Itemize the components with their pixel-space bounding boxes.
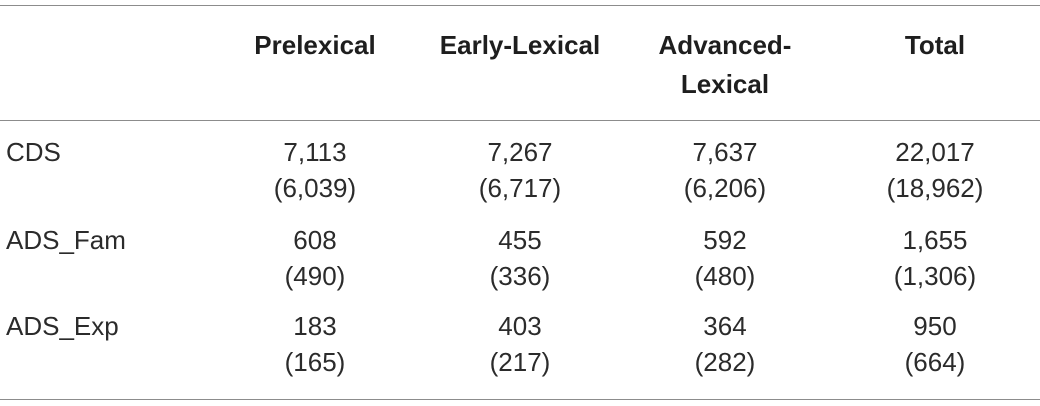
header-advanced-line1: Advanced- xyxy=(658,30,792,60)
cell-value: 1,655 xyxy=(902,225,968,255)
table-cell: 364 (282) xyxy=(630,308,820,380)
row-label-ads-fam: ADS_Fam xyxy=(6,225,126,255)
header-advanced-lexical: Advanced- Lexical xyxy=(630,26,820,104)
table-cell: 455 (336) xyxy=(425,222,615,294)
cell-value: 7,637 xyxy=(692,137,758,167)
header-early-lexical: Early-Lexical xyxy=(439,30,601,60)
cell-sub-value: (18,962) xyxy=(886,173,984,203)
cell-sub-value: (664) xyxy=(904,347,966,377)
header-prelexical: Prelexical xyxy=(254,30,376,60)
cell-value: 950 xyxy=(913,311,957,341)
cell-sub-value: (1,306) xyxy=(893,261,977,291)
cell-value: 592 xyxy=(703,225,747,255)
cell-sub-value: (6,206) xyxy=(683,173,767,203)
table-cell: 592 (480) xyxy=(630,222,820,294)
cell-value: 403 xyxy=(498,311,542,341)
cell-sub-value: (480) xyxy=(694,261,756,291)
row-label-cds: CDS xyxy=(6,137,61,167)
cell-sub-value: (282) xyxy=(694,347,756,377)
table-cell: 7,267 (6,717) xyxy=(425,134,615,206)
cell-value: 7,267 xyxy=(487,137,553,167)
cell-sub-value: (336) xyxy=(489,261,551,291)
cell-value: 22,017 xyxy=(895,137,975,167)
row-label-ads-exp: ADS_Exp xyxy=(6,311,119,341)
cell-sub-value: (6,039) xyxy=(273,173,357,203)
table-cell: 7,637 (6,206) xyxy=(630,134,820,206)
cell-sub-value: (165) xyxy=(284,347,346,377)
cell-value: 364 xyxy=(703,311,747,341)
table-cell: 7,113 (6,039) xyxy=(240,134,390,206)
cell-sub-value: (217) xyxy=(489,347,551,377)
table-cell: 608 (490) xyxy=(240,222,390,294)
table-bottom-rule xyxy=(0,399,1040,400)
table-cell: 403 (217) xyxy=(425,308,615,380)
table-cell: 22,017 (18,962) xyxy=(860,134,1010,206)
table-top-rule xyxy=(0,5,1040,6)
cell-value: 455 xyxy=(498,225,542,255)
cell-sub-value: (490) xyxy=(284,261,346,291)
table-cell: 1,655 (1,306) xyxy=(860,222,1010,294)
table-header-rule xyxy=(0,120,1040,121)
header-advanced-line2: Lexical xyxy=(680,69,770,99)
cell-value: 608 xyxy=(293,225,337,255)
cell-sub-value: (6,717) xyxy=(478,173,562,203)
table-cell: 183 (165) xyxy=(240,308,390,380)
cell-value: 7,113 xyxy=(283,137,347,167)
cell-value: 183 xyxy=(293,311,337,341)
header-total: Total xyxy=(904,30,966,60)
table-cell: 950 (664) xyxy=(860,308,1010,380)
